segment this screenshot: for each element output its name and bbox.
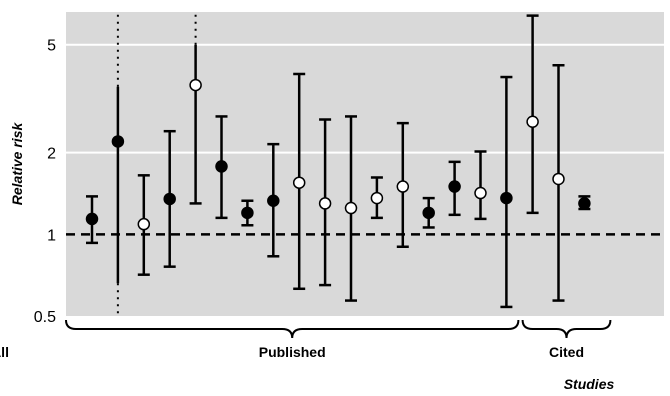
point-estimate bbox=[422, 206, 435, 220]
study bbox=[396, 121, 410, 248]
point-estimate bbox=[552, 172, 565, 186]
group-label: Cited bbox=[549, 344, 584, 360]
study bbox=[344, 115, 358, 302]
studies bbox=[85, 12, 591, 316]
study bbox=[500, 75, 513, 309]
point-estimate bbox=[474, 186, 487, 200]
point-estimate bbox=[85, 212, 99, 226]
point-estimate bbox=[344, 201, 358, 215]
gridlines bbox=[66, 43, 664, 154]
plot-background bbox=[66, 12, 664, 316]
group-braces: Published Cited All bbox=[0, 319, 612, 360]
study bbox=[552, 64, 565, 302]
study bbox=[474, 150, 487, 221]
y-tick-label: 1 bbox=[47, 227, 56, 244]
study bbox=[137, 174, 151, 276]
study bbox=[215, 115, 228, 220]
study bbox=[241, 199, 254, 227]
point-estimate bbox=[396, 180, 410, 193]
point-estimate bbox=[292, 176, 306, 189]
study bbox=[189, 12, 202, 205]
study bbox=[163, 129, 176, 268]
point-estimate bbox=[448, 180, 461, 193]
group-brace bbox=[521, 319, 612, 339]
y-tick-label: 5 bbox=[47, 38, 56, 55]
x-axis-title: Studies bbox=[564, 376, 615, 392]
point-estimate bbox=[111, 135, 125, 148]
study bbox=[370, 176, 384, 220]
point-estimate bbox=[578, 197, 591, 210]
point-estimate bbox=[370, 191, 384, 205]
point-estimate bbox=[526, 115, 539, 129]
study bbox=[111, 12, 125, 316]
y-axis-ticks: 0.5 1 2 5 bbox=[34, 38, 56, 326]
point-estimate bbox=[267, 194, 280, 207]
y-tick-label: 0.5 bbox=[34, 309, 56, 326]
y-axis-title: Relative risk bbox=[9, 122, 25, 206]
study bbox=[422, 196, 435, 229]
study bbox=[448, 160, 461, 217]
point-estimate bbox=[500, 191, 513, 205]
study bbox=[526, 14, 539, 215]
point-estimate bbox=[163, 192, 176, 206]
study bbox=[318, 118, 332, 287]
study bbox=[267, 142, 280, 258]
point-estimate bbox=[137, 217, 151, 231]
study bbox=[85, 195, 99, 245]
group-label: Published bbox=[259, 344, 326, 360]
point-estimate bbox=[189, 78, 202, 92]
study bbox=[578, 195, 591, 211]
point-estimate bbox=[318, 197, 332, 210]
y-tick-label: 2 bbox=[47, 146, 56, 163]
point-estimate bbox=[241, 206, 254, 220]
point-estimate bbox=[215, 160, 228, 173]
group-label: All bbox=[0, 344, 9, 360]
group-brace bbox=[65, 319, 520, 339]
study bbox=[292, 72, 306, 291]
